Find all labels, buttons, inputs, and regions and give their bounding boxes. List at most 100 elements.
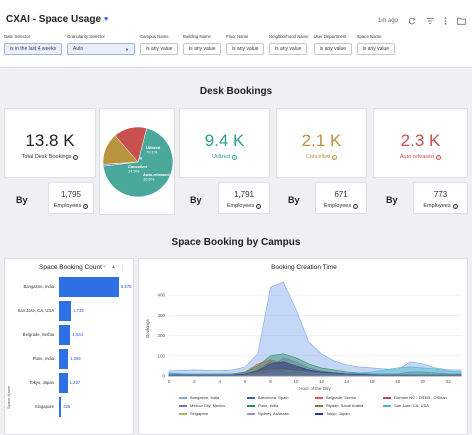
header-actions: 1m ago [378, 17, 466, 25]
legend-item[interactable]: Mexico City, Mexico [179, 403, 225, 408]
series-area-san-jose-ca-usa[interactable] [168, 366, 462, 377]
space-booking-bar[interactable] [59, 397, 62, 417]
info-icon[interactable]: i [83, 203, 89, 209]
employees-value: 671 [334, 190, 348, 199]
bar-value-label: 1,634 [72, 332, 83, 337]
granularity-value: Auto [73, 46, 84, 52]
total-desk-bookings-value: 13.8 K [25, 131, 75, 150]
y-tick-label: 400 [157, 293, 165, 298]
info-icon[interactable]: i [353, 203, 359, 209]
booking-creation-time-title: Booking Creation Time [271, 264, 337, 271]
info-icon[interactable]: i [452, 203, 458, 209]
legend-swatch [247, 396, 255, 399]
info-icon[interactable]: i [256, 203, 262, 209]
filter-campus-name: Campus Name is any value [140, 34, 178, 55]
legend-label: Sydney, Australia [258, 411, 289, 416]
y-tick-label: 300 [157, 313, 165, 318]
space-booking-bar[interactable] [59, 277, 119, 297]
info-icon[interactable]: i [232, 154, 238, 160]
dashboard-header: CXAI - Space Usage ♥ 1m ago Date Selecto… [0, 0, 472, 68]
employees-label: Employees i [219, 203, 269, 209]
bar-value-label: 1,739 [73, 308, 84, 313]
booking-creation-time-card: Booking Creation Time 0 100 200 300 400 0 2 4 6 8… [138, 258, 468, 435]
folder-icon[interactable] [457, 17, 466, 25]
space-name-input[interactable]: is any value [356, 43, 395, 55]
employees-card: 1,795 Employees i [48, 182, 94, 214]
legend-item[interactable]: Tokyo, Japan [315, 411, 350, 416]
legend-item[interactable]: Durham NC - DRM3 - O'Brian [383, 395, 447, 400]
legend-item[interactable]: San Jose, CA, USA [383, 403, 429, 408]
favorite-heart-icon[interactable]: ♥ [104, 16, 109, 23]
legend-swatch [315, 412, 323, 415]
floor-name-input[interactable]: is any value [226, 43, 264, 55]
legend-item[interactable]: Barcelona, Spain [247, 395, 288, 400]
legend-label: Pune, India [258, 403, 279, 408]
series-area-bangalore-india[interactable] [168, 281, 462, 377]
y-tick-label: 200 [157, 333, 165, 338]
campus-name-input[interactable]: is any value [140, 43, 178, 55]
legend-swatch [247, 412, 255, 415]
filter-space-name: Space Name is any value [356, 34, 395, 55]
pie-slice-utilized[interactable] [102, 127, 174, 198]
legend-item[interactable]: Pune, India [247, 403, 278, 408]
x-tick-label: 14 [344, 379, 350, 384]
info-icon[interactable]: i [436, 154, 442, 160]
x-tick-label: 22 [446, 379, 452, 384]
legend-swatch [383, 396, 391, 399]
alert-bell-icon[interactable]: ▲ [111, 264, 116, 270]
pie-slice-auto-released[interactable] [114, 126, 148, 163]
filter-label: Date Selector [4, 34, 31, 39]
employees-label: Employees i [49, 203, 93, 209]
cancelled-label: Cancelled i [277, 154, 366, 160]
info-icon[interactable]: i [332, 154, 338, 160]
employees-value: 1,791 [233, 190, 255, 199]
booking-creation-time-chart: 0 100 200 300 400 0 2 4 6 8 10 12 14 16 18 20 22 Hour of … [145, 281, 462, 391]
legend-swatch [383, 404, 391, 407]
employees-label-text: Employees [226, 203, 255, 209]
cancelled-value: 2.1 K [301, 131, 342, 150]
filter-date-selector: Date Selector is in the last 4 weeks [4, 34, 62, 55]
space-booking-bar[interactable] [59, 325, 71, 345]
pie-slice-label: Auto-released [143, 172, 170, 177]
x-tick-label: 10 [293, 379, 299, 384]
utilized-value: 9.4 K [204, 131, 245, 150]
filter-label: User Department [313, 34, 347, 39]
granularity-select[interactable]: Auto ▼ [67, 43, 135, 55]
pie-slice-percent: 70.1% [146, 150, 158, 155]
employees-card: 773 Employees i [413, 182, 468, 214]
total-desk-bookings-card: 13.8 K Total Desk Bookings i [4, 108, 96, 178]
employees-card: 671 Employees i [315, 182, 367, 214]
employees-card: 1,791 Employees i [218, 182, 270, 214]
more-vert-icon[interactable]: ⋮ [120, 264, 125, 270]
chevron-down-icon: ▼ [125, 46, 129, 52]
legend-item[interactable]: Riyadh, Saudi Arabia [315, 403, 363, 408]
legend-item[interactable]: Belgrade, Serbia [315, 395, 356, 400]
pie-slice-percent: 15.6% [143, 177, 155, 182]
more-vert-icon[interactable] [444, 17, 447, 25]
info-icon[interactable]: i [73, 154, 79, 160]
series-area-tokyo-japan[interactable] [168, 361, 462, 377]
filter-icon[interactable] [426, 17, 434, 25]
space-booking-bar[interactable] [59, 373, 68, 393]
x-axis-label: Hour of the Day [299, 386, 331, 391]
employees-label: Employees i [316, 203, 366, 209]
space-booking-bar[interactable] [59, 301, 72, 321]
utilized-label: Utilized i [180, 154, 269, 160]
refresh-icon[interactable] [408, 17, 416, 25]
check-circle-icon[interactable]: ✓ [102, 264, 108, 270]
legend-label: San Jose, CA, USA [394, 403, 429, 408]
legend-label: Bangalore, India [190, 395, 220, 400]
x-tick-label: 12 [319, 379, 325, 384]
building-name-input[interactable]: is any value [183, 43, 221, 55]
legend-swatch [179, 404, 187, 407]
legend-item[interactable]: Singapore [179, 411, 208, 416]
legend-label: Singapore [190, 411, 209, 416]
bar-value-label: 8,578 [121, 284, 132, 289]
y-axis-label: Bookings [145, 318, 150, 337]
legend-item[interactable]: Sydney, Australia [247, 411, 289, 416]
neighborhood-name-input[interactable]: is any value [269, 43, 307, 55]
user-department-input[interactable]: is any value [313, 43, 352, 55]
date-selector-input[interactable]: is in the last 4 weeks [4, 43, 62, 55]
space-booking-bar[interactable] [59, 349, 69, 369]
legend-item[interactable]: Bangalore, India [179, 395, 219, 400]
